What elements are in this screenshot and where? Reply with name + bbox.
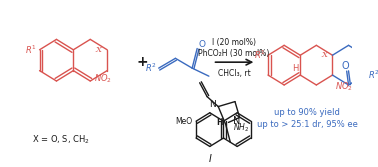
Text: H: H — [216, 118, 223, 127]
Text: N: N — [234, 116, 241, 126]
Text: H: H — [292, 64, 298, 73]
Text: $R^1$: $R^1$ — [25, 44, 37, 56]
Text: $NH_2$: $NH_2$ — [233, 121, 249, 134]
Text: PhCO₂H (30 mol%): PhCO₂H (30 mol%) — [198, 49, 270, 58]
Text: $R^1$: $R^1$ — [254, 49, 265, 61]
Text: X: X — [321, 51, 327, 59]
Text: CHCl₃, rt: CHCl₃, rt — [218, 69, 250, 78]
Text: MeO: MeO — [175, 117, 192, 126]
Text: I: I — [208, 154, 211, 164]
Text: $NO_2$: $NO_2$ — [94, 73, 112, 85]
Text: $R^2$: $R^2$ — [368, 69, 378, 81]
Text: up to > 25:1 dr, 95% ee: up to > 25:1 dr, 95% ee — [257, 120, 358, 129]
Text: X = O, S, CH$_2$: X = O, S, CH$_2$ — [32, 133, 90, 146]
Text: O: O — [198, 40, 205, 49]
Text: $NO_2$: $NO_2$ — [335, 80, 353, 93]
Text: X: X — [96, 46, 102, 54]
Text: up to 90% yield: up to 90% yield — [274, 108, 340, 117]
Text: N: N — [209, 100, 215, 109]
Text: I (20 mol%): I (20 mol%) — [212, 38, 256, 47]
Text: +: + — [136, 55, 148, 69]
Text: O: O — [342, 61, 350, 71]
Text: $R^2$: $R^2$ — [145, 62, 157, 74]
